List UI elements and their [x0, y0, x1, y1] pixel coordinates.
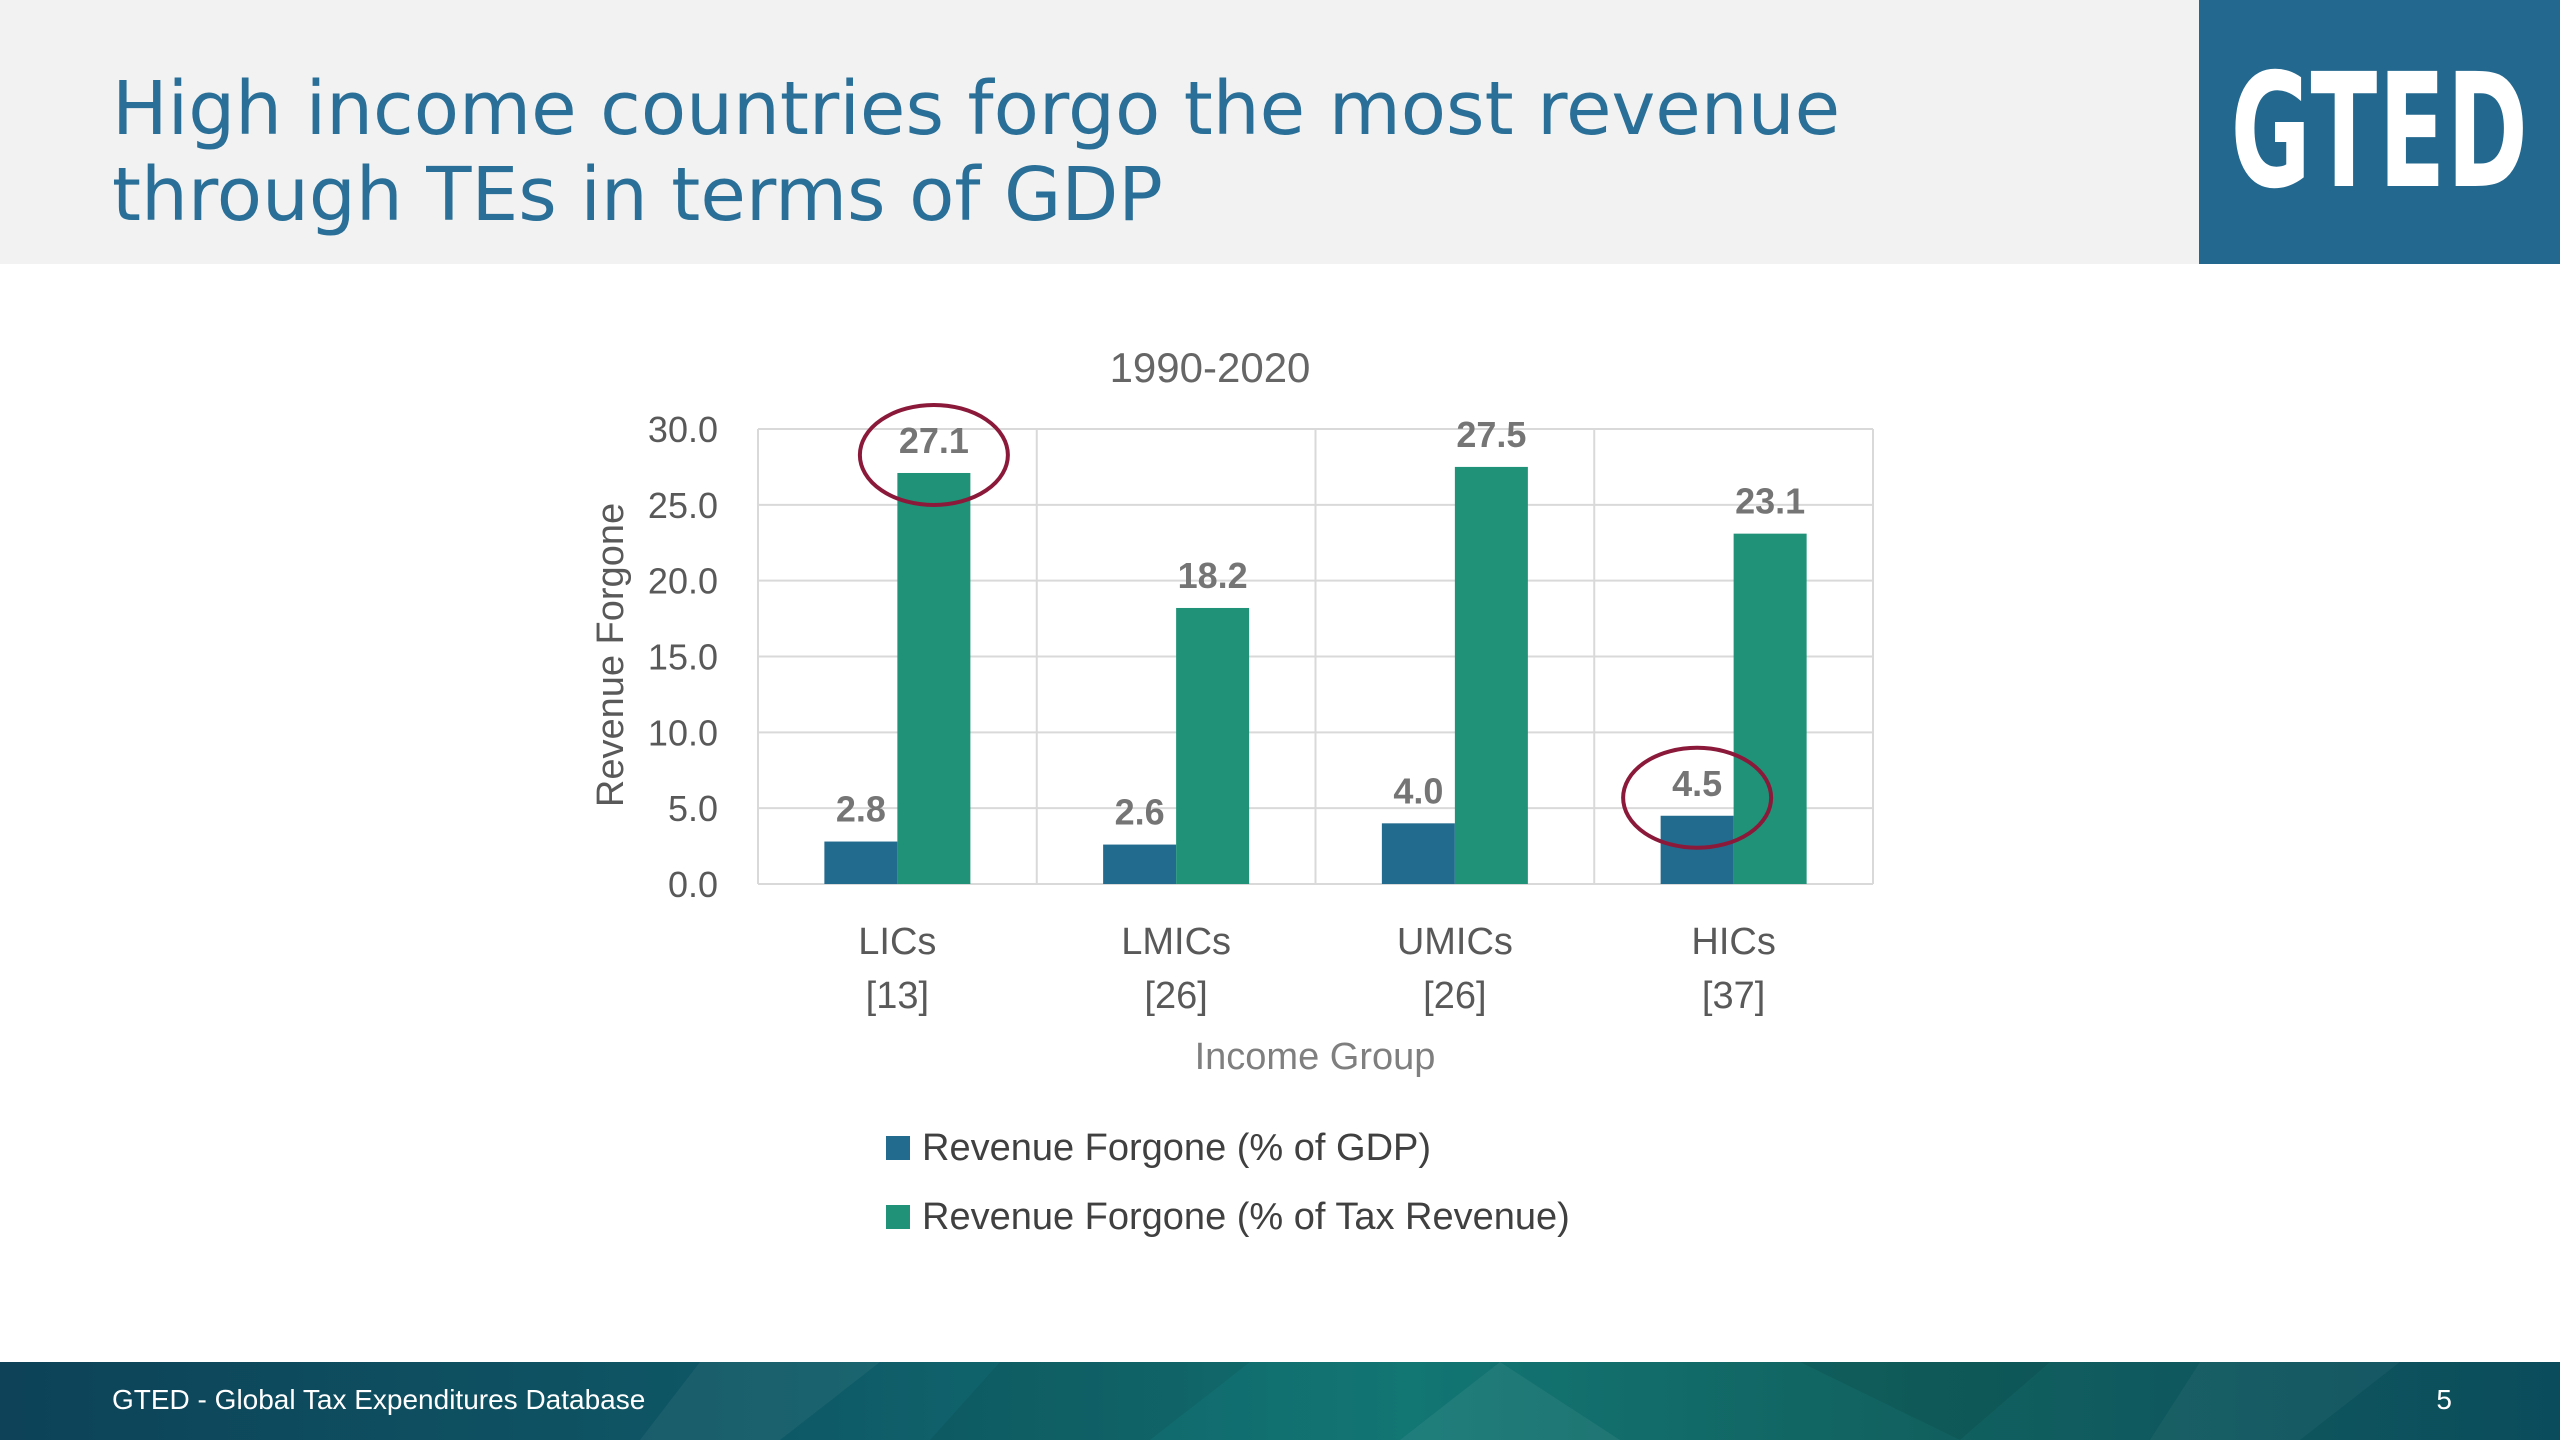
chart-labels: 0.0 5.0 10.0 15.0 20.0 25.0 30.0 2.8 27.1 LICs [13… [648, 409, 1805, 1017]
slide-footer: GTED - Global Tax Expenditures Database … [0, 1362, 2560, 1440]
chart-highlights [857, 402, 1774, 850]
chart-legend: Revenue Forgone (% of GDP) Revenue Forgo… [886, 1127, 1570, 1238]
bar-gdp-umics [1381, 823, 1455, 884]
legend-label-tax: Revenue Forgone (% of Tax Revenue) [922, 1196, 1570, 1238]
y-tick-label: 5.0 [668, 788, 718, 829]
data-label: 4.0 [1393, 770, 1443, 811]
bar-gdp-hics [1660, 815, 1734, 884]
footer-pattern [640, 1362, 2400, 1440]
bar-gdp-lmics [1103, 844, 1177, 884]
legend-swatch-gdp [886, 1136, 910, 1160]
x-tick-count: [13] [866, 975, 929, 1017]
bar-tax-umics [1454, 466, 1528, 884]
data-label: 27.5 [1456, 414, 1526, 455]
data-label: 18.2 [1178, 555, 1248, 596]
highlight-circle [1621, 745, 1774, 850]
bar-tax-hics [1733, 533, 1807, 884]
x-tick-count: [37] [1702, 975, 1765, 1017]
slide-title: High income countries forgo the most rev… [112, 66, 2152, 238]
chart-bars [824, 466, 1807, 884]
y-tick-label: 15.0 [648, 637, 718, 678]
legend-swatch-tax [886, 1205, 910, 1229]
gted-logo: GTED [2199, 0, 2560, 264]
data-label: 27.1 [899, 420, 969, 461]
y-tick-label: 25.0 [648, 485, 718, 526]
x-tick-label: UMICs [1397, 921, 1513, 963]
bar-tax-lics [897, 472, 971, 884]
chart-title: 1990-2020 [1110, 344, 1311, 391]
x-tick-label: HICs [1691, 921, 1775, 963]
legend-label-gdp: Revenue Forgone (% of GDP) [922, 1127, 1431, 1169]
data-label: 23.1 [1735, 481, 1805, 522]
data-label: 4.5 [1672, 763, 1722, 804]
y-tick-label: 10.0 [648, 712, 718, 753]
x-tick-label: LICs [858, 921, 936, 963]
x-tick-count: [26] [1423, 975, 1486, 1017]
bar-tax-lmics [1176, 607, 1250, 884]
y-tick-label: 0.0 [668, 864, 718, 905]
y-axis-label: Revenue Forgone [590, 503, 632, 807]
slide-header: High income countries forgo the most rev… [0, 0, 2199, 264]
data-label: 2.8 [836, 789, 886, 830]
highlight-circle [857, 402, 1010, 507]
bar-gdp-lics [824, 841, 898, 884]
x-axis-label: Income Group [1195, 1036, 1436, 1078]
x-tick-count: [26] [1144, 975, 1207, 1017]
y-tick-label: 30.0 [648, 409, 718, 450]
data-label: 2.6 [1115, 792, 1165, 833]
logo-text: GTED [2230, 40, 2529, 224]
footer-text: GTED - Global Tax Expenditures Database [112, 1384, 646, 1415]
page-number: 5 [2436, 1384, 2452, 1415]
y-tick-label: 20.0 [648, 561, 718, 602]
revenue-forgone-chart: 0.0 5.0 10.0 15.0 20.0 25.0 30.0 2.8 27.1 LICs [13… [590, 344, 1874, 1238]
title-line-2: through TEs in terms of GDP [112, 152, 1163, 238]
title-line-1: High income countries forgo the most rev… [112, 66, 1841, 152]
x-tick-label: LMICs [1121, 921, 1231, 963]
